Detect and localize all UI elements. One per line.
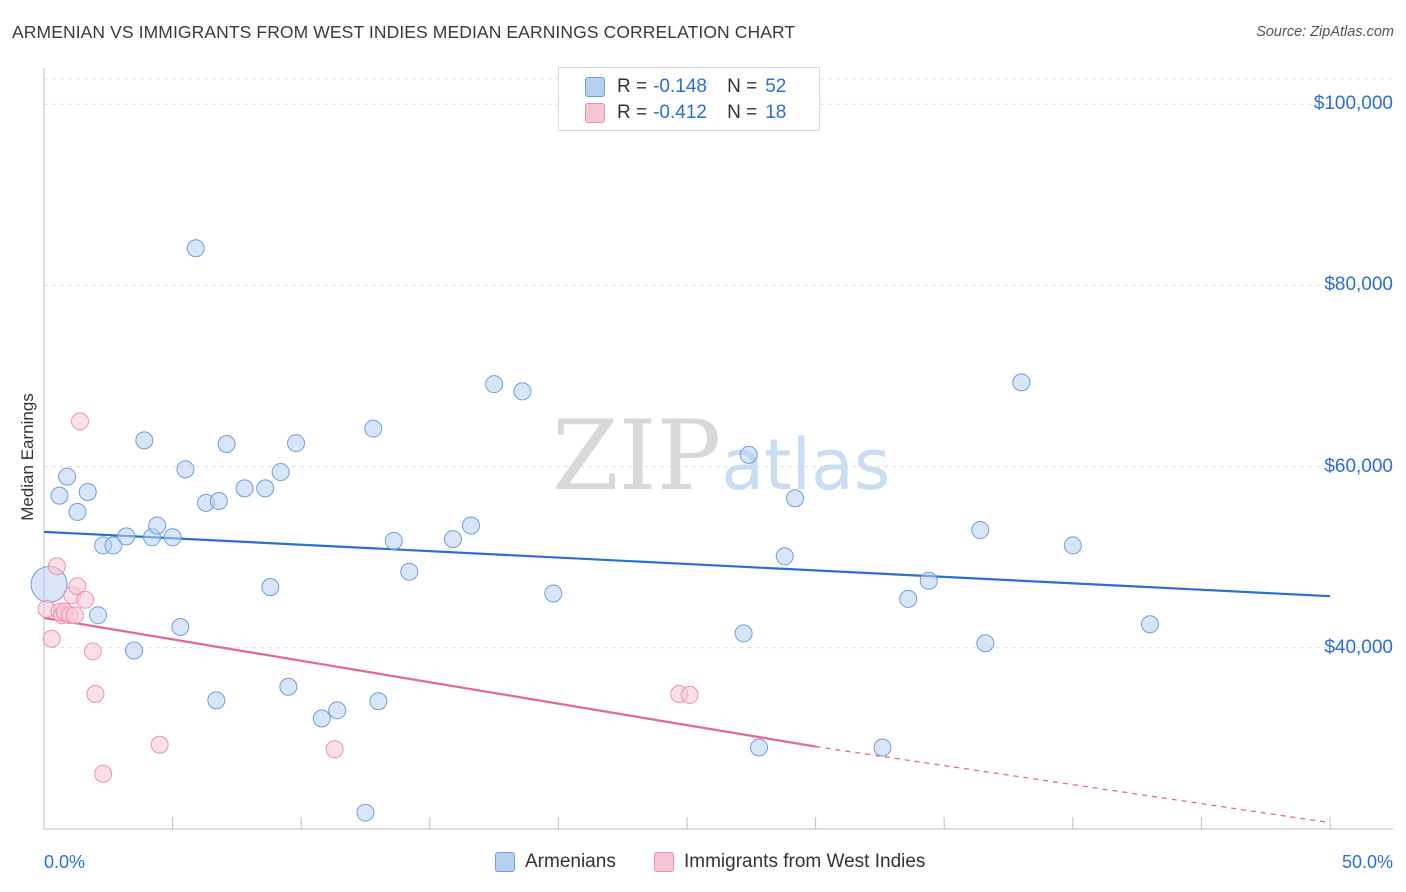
- west-indies-point: [86, 685, 105, 704]
- chart-title: ARMENIAN VS IMMIGRANTS FROM WEST INDIES …: [12, 22, 796, 42]
- armenians-point: [117, 527, 136, 546]
- legend-row-armenians: R = -0.148 N = 52: [585, 75, 786, 99]
- armenians-point: [125, 641, 144, 660]
- west-indies-point: [680, 685, 699, 704]
- armenians-point: [171, 617, 190, 636]
- west-indies-point: [83, 642, 102, 661]
- armenians-point: [369, 692, 388, 711]
- armenians-point: [209, 492, 228, 511]
- legend-label-armenians: Armenians: [525, 851, 616, 872]
- west-indies-point: [68, 577, 87, 596]
- west-indies-trend-extension: [815, 745, 1331, 824]
- correlation-legend: R = -0.148 N = 52 R = -0.412 N = 18: [558, 67, 820, 131]
- legend-swatch-blue: [585, 77, 605, 97]
- y-tick-label: $40,000: [1324, 636, 1393, 658]
- legend-r-label: R =: [617, 102, 648, 123]
- legend-r-label: R =: [617, 76, 648, 97]
- legend-swatch-blue: [495, 852, 515, 872]
- armenians-point: [58, 467, 77, 486]
- legend-item-west-indies: Immigrants from West Indies: [654, 851, 925, 873]
- armenians-point: [1012, 373, 1031, 392]
- armenians-point: [186, 239, 205, 258]
- data-points: [30, 239, 1159, 822]
- legend-n-label: N =: [727, 102, 758, 123]
- legend-r-value: -0.412: [653, 102, 707, 123]
- armenians-point: [328, 701, 347, 720]
- x-tick-label-min: 0.0%: [44, 852, 86, 872]
- armenians-point: [485, 375, 504, 394]
- armenians-point: [176, 460, 195, 479]
- armenians-point: [786, 489, 805, 508]
- legend-label-west-indies: Immigrants from West Indies: [684, 851, 926, 872]
- y-tick-label: $80,000: [1324, 274, 1393, 296]
- armenians-point: [207, 691, 226, 710]
- armenians-point: [89, 606, 108, 625]
- gridlines: [44, 78, 1393, 649]
- legend-n-value: 18: [765, 102, 787, 123]
- armenians-point: [971, 521, 990, 540]
- west-indies-point: [47, 557, 66, 576]
- armenians-point: [235, 479, 254, 498]
- armenians-point: [544, 584, 563, 603]
- legend-n-label: N =: [727, 76, 758, 97]
- armenians-point: [50, 486, 69, 505]
- armenians-point: [919, 571, 938, 590]
- armenians-point: [899, 589, 918, 608]
- armenians-point: [443, 530, 462, 549]
- legend-n-value: 52: [765, 76, 787, 97]
- armenians-trend-line: [43, 530, 1331, 598]
- armenians-point: [976, 634, 995, 653]
- armenians-point: [68, 502, 87, 521]
- watermark-zip: ZIP: [552, 400, 722, 512]
- y-axis-label: Median Earnings: [18, 393, 37, 521]
- armenians-point: [256, 479, 275, 498]
- armenians-point: [271, 463, 290, 482]
- armenians-point: [135, 431, 154, 450]
- trend-lines: [43, 530, 1331, 824]
- armenians-point: [400, 562, 419, 581]
- west-indies-point: [76, 590, 95, 609]
- west-indies-trend-line: [43, 616, 816, 748]
- west-indies-point: [71, 412, 90, 431]
- armenians-point: [1063, 536, 1082, 555]
- legend-item-armenians: Armenians: [495, 851, 616, 873]
- armenians-point: [739, 445, 758, 464]
- west-indies-point: [94, 764, 113, 783]
- armenians-point: [287, 434, 306, 453]
- armenians-point: [261, 578, 280, 597]
- armenians-point: [513, 382, 532, 401]
- armenians-point: [873, 738, 892, 757]
- armenians-point: [148, 516, 167, 535]
- west-indies-point: [150, 735, 169, 754]
- y-tick-label: $100,000: [1313, 93, 1393, 115]
- watermark-atlas: atlas: [721, 424, 891, 506]
- armenians-point: [1140, 615, 1159, 634]
- armenians-point: [356, 803, 375, 822]
- watermark: ZIPatlas: [552, 400, 890, 512]
- y-tick-label: $60,000: [1324, 455, 1393, 477]
- armenians-point: [312, 709, 331, 728]
- armenians-point: [734, 624, 753, 643]
- armenians-point: [78, 482, 97, 501]
- armenians-point: [279, 677, 298, 696]
- west-indies-point: [65, 606, 84, 625]
- legend-swatch-pink: [585, 103, 605, 123]
- armenians-point: [217, 434, 236, 453]
- armenians-point: [384, 531, 403, 550]
- west-indies-point: [325, 740, 344, 759]
- axes: [43, 68, 1393, 830]
- armenians-point: [775, 547, 794, 566]
- west-indies-point: [42, 629, 61, 648]
- armenians-point: [750, 738, 769, 757]
- armenians-point: [163, 528, 182, 547]
- legend-swatch-pink: [654, 852, 674, 872]
- legend-row-west-indies: R = -0.412 N = 18: [585, 101, 786, 125]
- source-credit: Source: ZipAtlas.com: [1256, 24, 1394, 40]
- armenians-point: [461, 516, 480, 535]
- armenians-point: [364, 419, 383, 438]
- x-tick-label-max: 50.0%: [1341, 852, 1393, 872]
- legend-r-value: -0.148: [653, 76, 707, 97]
- armenians-point: [104, 536, 123, 555]
